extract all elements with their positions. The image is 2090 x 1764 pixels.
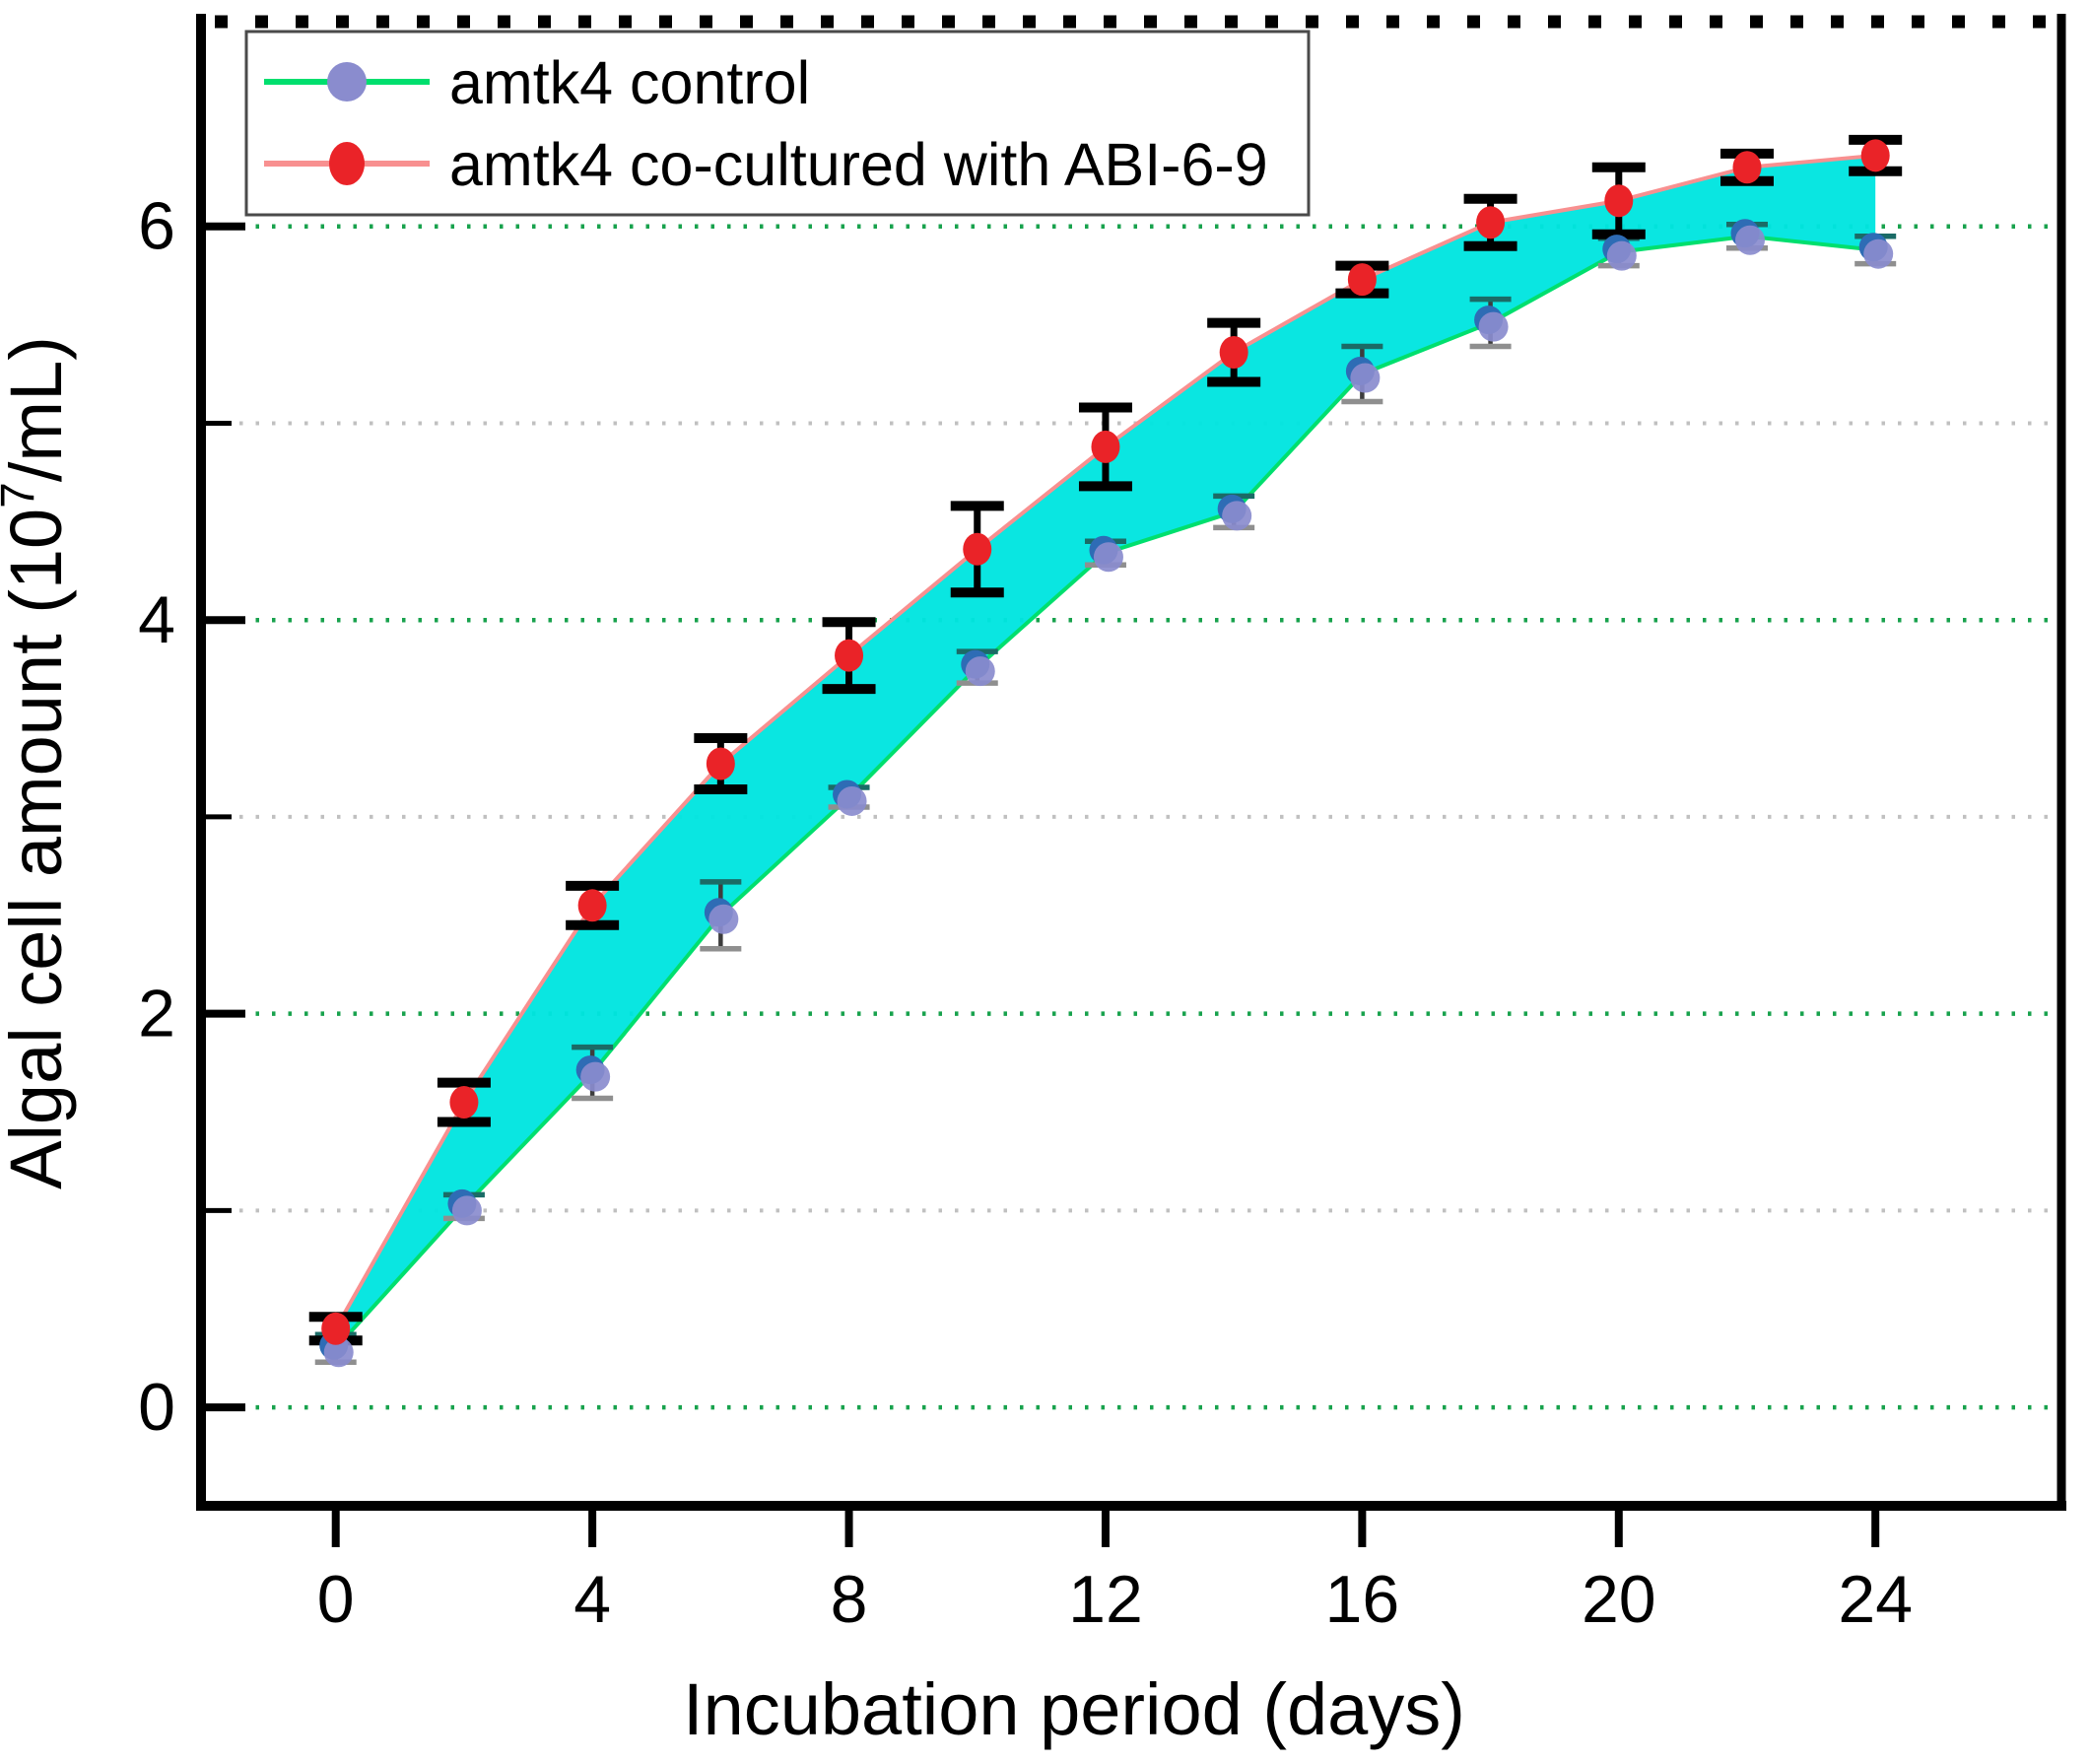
marker-control bbox=[837, 785, 867, 816]
marker-layer bbox=[319, 139, 1894, 1368]
marker-control bbox=[708, 904, 739, 934]
legend-label-cocultured: amtk4 co-cultured with ABI-6-9 bbox=[449, 131, 1268, 198]
x-tick-label: 20 bbox=[1582, 1562, 1656, 1637]
marker-control bbox=[451, 1195, 482, 1226]
legend: amtk4 control amtk4 co-cultured with ABI-… bbox=[244, 30, 1311, 217]
marker-cocultured bbox=[963, 532, 992, 566]
x-tick-label: 24 bbox=[1838, 1562, 1913, 1637]
marker-cocultured bbox=[835, 639, 864, 672]
x-tick-label: 16 bbox=[1325, 1562, 1400, 1637]
marker-control bbox=[1734, 225, 1765, 255]
x-axis-title: Incubation period (days) bbox=[683, 1668, 1465, 1750]
legend-entry-control: amtk4 control bbox=[264, 49, 810, 116]
y-tick-label: 6 bbox=[138, 189, 175, 264]
marker-control bbox=[1863, 238, 1894, 269]
x-tick-label: 12 bbox=[1068, 1562, 1143, 1637]
marker-cocultured bbox=[1476, 206, 1506, 239]
marker-control bbox=[1350, 363, 1381, 393]
axis-layer bbox=[196, 14, 2066, 1511]
y-axis-title: Algal cell amount (107/mL) bbox=[0, 336, 77, 1189]
y-tick-label: 0 bbox=[138, 1370, 175, 1445]
marker-cocultured bbox=[577, 889, 607, 922]
y-tick-label: 2 bbox=[138, 977, 175, 1052]
cocultured-line bbox=[333, 153, 1876, 1330]
errorbar-layer bbox=[308, 134, 1903, 1365]
marker-control bbox=[1222, 501, 1252, 531]
y-tick-label: 4 bbox=[138, 582, 175, 657]
x-tick-label: 0 bbox=[317, 1562, 355, 1637]
marker-cocultured bbox=[1091, 430, 1120, 463]
legend-marker-cocultured bbox=[329, 142, 365, 185]
marker-cocultured bbox=[1604, 184, 1634, 218]
marker-cocultured bbox=[449, 1086, 479, 1119]
line-layer bbox=[333, 153, 1876, 1350]
x-tick-label: 8 bbox=[831, 1562, 868, 1637]
marker-cocultured bbox=[1219, 336, 1248, 370]
marker-control bbox=[1093, 542, 1123, 573]
legend-entry-cocultured: amtk4 co-cultured with ABI-6-9 bbox=[264, 131, 1268, 198]
legend-box bbox=[244, 30, 1311, 217]
marker-control bbox=[1606, 240, 1637, 271]
legend-label-control: amtk4 control bbox=[449, 49, 810, 116]
marker-cocultured bbox=[321, 1312, 351, 1345]
grid-layer bbox=[207, 224, 2057, 1410]
marker-cocultured bbox=[1347, 263, 1377, 297]
legend-marker-control bbox=[327, 62, 367, 102]
marker-control bbox=[1478, 311, 1509, 342]
marker-control bbox=[580, 1061, 611, 1092]
marker-cocultured bbox=[706, 747, 735, 780]
marker-control bbox=[965, 656, 995, 687]
x-tick-label: 4 bbox=[573, 1562, 611, 1637]
marker-cocultured bbox=[1860, 139, 1890, 172]
marker-control bbox=[323, 1337, 354, 1368]
series-band bbox=[335, 155, 1876, 1349]
band-layer bbox=[335, 155, 1876, 1349]
marker-cocultured bbox=[1732, 151, 1762, 184]
tick-layer bbox=[206, 222, 1880, 1547]
